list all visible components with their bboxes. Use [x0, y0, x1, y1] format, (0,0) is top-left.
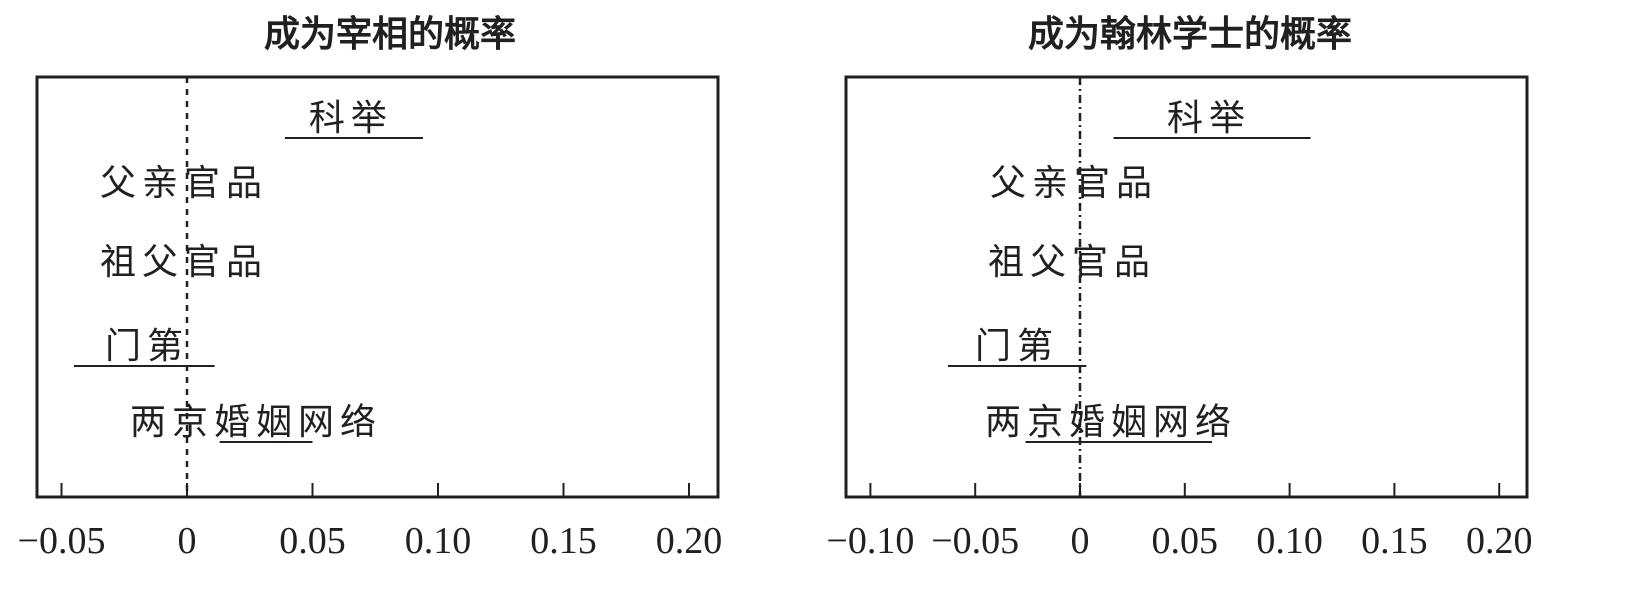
x-tick-label: 0.05	[1152, 520, 1219, 562]
x-tick-label: 0	[178, 520, 197, 562]
x-tick-label: 0.15	[1361, 520, 1428, 562]
x-tick-label: 0.05	[279, 520, 346, 562]
x-tick-label: 0.15	[530, 520, 597, 562]
chart-title: 成为宰相的概率	[264, 14, 516, 55]
row-label: 父亲官品	[100, 163, 268, 204]
chart-panel-1: 成为宰相的概率 −0.05 0 0.05 0.10 0.15 0.20 科举父亲官品祖父官品门…	[18, 14, 723, 562]
chart-title: 成为翰林学士的概率	[1028, 13, 1352, 55]
row-label: 两京婚姻网络	[985, 402, 1237, 443]
row-label: 科举	[1167, 98, 1251, 139]
x-tick-label: 0.20	[656, 520, 723, 562]
plot-frame	[844, 75, 1529, 499]
plot-frame	[35, 75, 720, 499]
row-label: 科举	[309, 98, 393, 139]
chart-panel-2: 成为翰林学士的概率 −0.10 −0.05 0 0.05 0.10 0.15 0.20 科举父亲…	[826, 13, 1532, 562]
row-label: 父亲官品	[990, 163, 1158, 204]
x-tick-label: 0.20	[1466, 520, 1533, 562]
row-label: 祖父官品	[988, 242, 1156, 283]
x-tick-label: 0.10	[405, 520, 472, 562]
row-label: 门第	[975, 326, 1059, 367]
row-label: 祖父官品	[100, 242, 268, 283]
x-tick-label: 0.10	[1256, 520, 1323, 562]
x-tick-label: −0.05	[18, 520, 106, 562]
x-tick-label: −0.10	[826, 520, 914, 562]
row-label: 两京婚姻网络	[130, 402, 382, 443]
x-tick-label: 0	[1071, 520, 1090, 562]
row-label: 门第	[105, 326, 189, 367]
x-tick-label: −0.05	[931, 520, 1019, 562]
